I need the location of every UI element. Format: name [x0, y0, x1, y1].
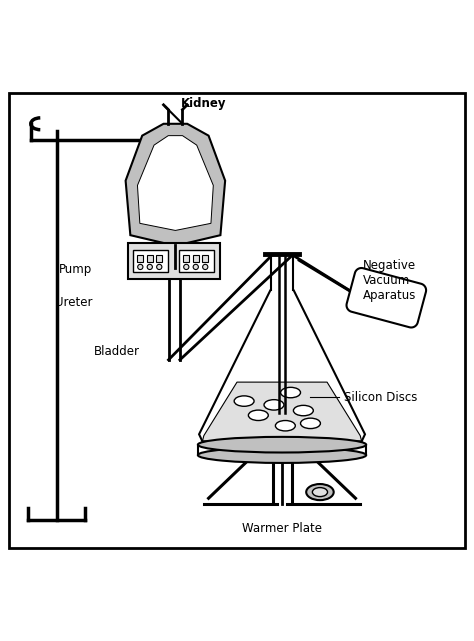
- Circle shape: [138, 264, 143, 270]
- Ellipse shape: [301, 418, 320, 429]
- Circle shape: [156, 264, 162, 270]
- Polygon shape: [346, 268, 426, 328]
- FancyBboxPatch shape: [193, 255, 199, 262]
- Ellipse shape: [275, 420, 295, 431]
- FancyBboxPatch shape: [156, 255, 162, 262]
- Text: Warmer Plate: Warmer Plate: [242, 522, 322, 535]
- Ellipse shape: [198, 437, 366, 453]
- Circle shape: [147, 264, 153, 270]
- Polygon shape: [137, 136, 213, 231]
- FancyBboxPatch shape: [183, 255, 189, 262]
- Ellipse shape: [264, 399, 284, 410]
- Text: Kidney: Kidney: [181, 97, 227, 110]
- FancyBboxPatch shape: [137, 255, 143, 262]
- Text: Ureter: Ureter: [55, 296, 92, 309]
- Text: Silicon Discs: Silicon Discs: [344, 391, 417, 404]
- Circle shape: [193, 264, 199, 270]
- Ellipse shape: [306, 484, 334, 500]
- Text: Negative
Vacuum
Aparatus: Negative Vacuum Aparatus: [363, 259, 416, 302]
- Circle shape: [202, 264, 208, 270]
- Ellipse shape: [281, 387, 301, 398]
- Text: Bladder: Bladder: [94, 345, 140, 358]
- FancyBboxPatch shape: [128, 243, 220, 279]
- FancyBboxPatch shape: [202, 255, 208, 262]
- Circle shape: [184, 264, 189, 270]
- Ellipse shape: [293, 405, 313, 416]
- Text: Pump: Pump: [59, 263, 92, 276]
- Ellipse shape: [234, 396, 254, 406]
- Ellipse shape: [312, 488, 328, 497]
- FancyBboxPatch shape: [179, 251, 214, 272]
- Ellipse shape: [248, 410, 268, 420]
- Ellipse shape: [198, 447, 366, 463]
- FancyBboxPatch shape: [133, 251, 168, 272]
- Polygon shape: [126, 124, 225, 245]
- Polygon shape: [202, 382, 362, 442]
- FancyBboxPatch shape: [9, 93, 465, 548]
- FancyBboxPatch shape: [147, 255, 153, 262]
